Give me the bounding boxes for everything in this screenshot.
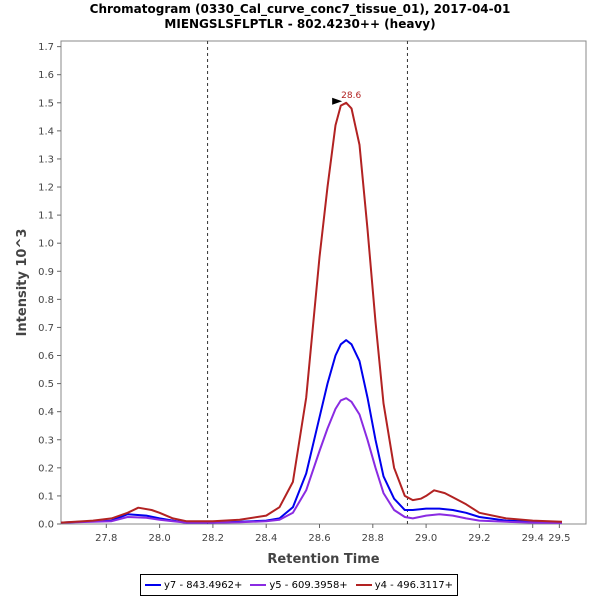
chart-title: Chromatogram (0330_Cal_curve_conc7_tissu… xyxy=(89,2,511,16)
x-tick-label: 29.0 xyxy=(415,533,437,544)
y-tick-label: 0.2 xyxy=(38,463,54,474)
y-tick-label: 0.4 xyxy=(38,407,54,418)
y-tick-label: 1.7 xyxy=(38,42,54,53)
legend-label: y4 - 496.3117+ xyxy=(374,579,454,591)
x-tick-label: 28.2 xyxy=(202,533,224,544)
legend-swatch xyxy=(355,584,372,586)
legend-item: y7 - 843.4962+ xyxy=(145,580,242,591)
series-line xyxy=(60,339,563,524)
peak-marker-arrow xyxy=(332,97,343,105)
chart-subtitle: MIENGSLSFLPTLR - 802.4230++ (heavy) xyxy=(164,17,436,31)
plot-frame xyxy=(60,40,587,525)
y-tick-label: 0.7 xyxy=(38,323,54,334)
legend-item: y5 - 609.3958+ xyxy=(250,579,348,591)
legend-swatch xyxy=(145,584,161,586)
x-tick-label: 27.8 xyxy=(95,533,117,544)
legend: y7 - 843.4962+ y5 - 609.3958+ y4 - 496.311… xyxy=(140,574,458,596)
series-line xyxy=(60,101,563,524)
peak-label: 28.6 xyxy=(341,91,361,101)
x-tick-label: 28.0 xyxy=(148,533,170,544)
legend-label: y5 - 609.3958+ xyxy=(269,579,348,591)
y-tick-label: 1.2 xyxy=(38,183,54,194)
y-tick-label: 0.1 xyxy=(38,491,54,502)
legend-label: y7 - 843.4962+ xyxy=(164,579,243,591)
y-tick-label: 0.9 xyxy=(38,267,54,278)
y-tick-label: 0.6 xyxy=(38,351,54,362)
x-tick-label: 29.4 xyxy=(522,533,544,544)
x-axis-label: Retention Time xyxy=(267,552,379,567)
y-tick-label: 1.0 xyxy=(38,239,54,250)
y-axis-label: Intensity 10^3 xyxy=(15,229,30,337)
x-tick-label: 29.2 xyxy=(468,533,490,544)
y-tick-label: 0.5 xyxy=(38,379,54,390)
y-tick-label: 1.5 xyxy=(38,98,54,109)
x-tick-label: 28.4 xyxy=(255,533,277,544)
y-tick-label: 1.6 xyxy=(38,70,54,81)
y-tick-label: 1.4 xyxy=(38,126,54,137)
y-tick-label: 0.3 xyxy=(38,435,54,446)
y-tick-label: 0.0 xyxy=(38,520,54,531)
legend-item: y4 - 496.3117+ xyxy=(355,579,454,591)
x-tick-label: 29.5 xyxy=(548,533,570,544)
y-tick-label: 1.3 xyxy=(38,154,54,165)
x-tick-label: 28.8 xyxy=(362,533,384,544)
x-tick-label: 28.6 xyxy=(308,533,330,544)
series-line xyxy=(60,397,563,524)
legend-swatch xyxy=(250,584,267,586)
y-tick-label: 1.1 xyxy=(38,211,54,222)
y-tick-label: 0.8 xyxy=(38,295,54,306)
